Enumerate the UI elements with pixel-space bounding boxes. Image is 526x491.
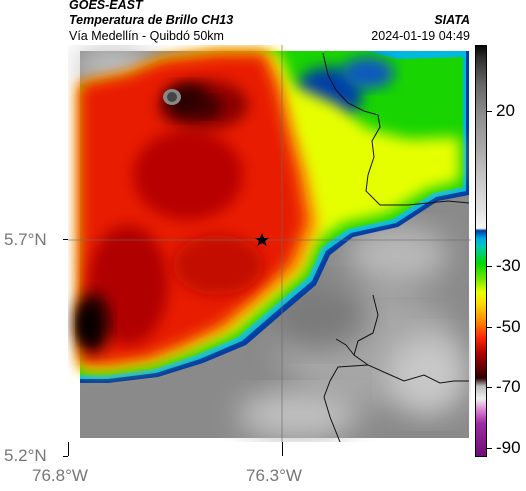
lon-tick-2 [282, 442, 283, 456]
lat-tick-1 [63, 239, 68, 240]
lon-tick-1 [68, 442, 69, 456]
product-title: Temperatura de Brillo CH13 [69, 13, 234, 27]
cb-tick-m70 [487, 387, 492, 388]
colorbar-label-m50: -50 [496, 317, 521, 336]
route-subtitle: Vía Medellín - Quibdó 50km [69, 29, 224, 43]
star-icon [255, 233, 269, 246]
cb-tick-m30 [487, 266, 492, 267]
lat-tick-2 [63, 456, 68, 457]
cb-tick-m50 [487, 327, 492, 328]
satellite-map [68, 45, 471, 443]
lon-label-76-8: 76.8°W [32, 466, 88, 485]
cb-tick-m90 [487, 448, 492, 449]
cloud-top-field [74, 51, 469, 383]
colorbar-label-m70: -70 [496, 377, 521, 396]
lon-label-76-3: 76.3°W [246, 466, 302, 485]
colorbar-label-m90: -90 [496, 438, 521, 457]
satellite-name: GOES-EAST [69, 0, 143, 12]
lat-label-5-7: 5.7°N [4, 230, 47, 249]
boundary-lines [322, 52, 470, 443]
timestamp: 2024-01-19 04:49 [371, 29, 470, 43]
agency-label: SIATA [434, 13, 470, 27]
lat-label-5-2: 5.2°N [4, 446, 47, 465]
temperature-colorbar [475, 45, 487, 457]
cb-tick-20 [487, 111, 492, 112]
colorbar-label-20: 20 [496, 101, 515, 120]
colorbar-label-m30: -30 [496, 256, 521, 275]
graticule [68, 45, 471, 442]
